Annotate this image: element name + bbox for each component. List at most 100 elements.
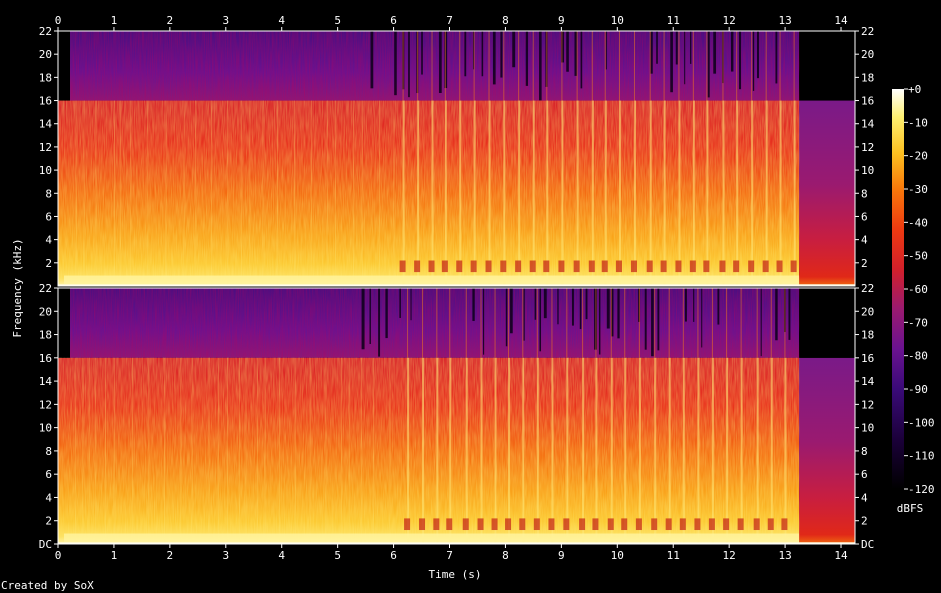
colorbar-tick-label: -60 <box>908 283 928 296</box>
time-tick-label-bottom: 10 <box>611 549 624 562</box>
time-tick-label-top: 7 <box>446 14 453 27</box>
dc-band <box>58 542 855 544</box>
y-axis-label: Frequency (kHz) <box>11 238 24 337</box>
freq-tick-label-left: 20 <box>39 305 52 318</box>
colorbar-tick-label: -50 <box>908 250 928 263</box>
freq-tick-label-right: 8 <box>861 187 868 200</box>
time-tick-label-top: 9 <box>558 14 565 27</box>
x-axis-label: Time (s) <box>429 568 482 581</box>
lead-in-silence <box>58 288 70 358</box>
time-tick-label-top: 2 <box>167 14 174 27</box>
time-tick-label-bottom: 2 <box>167 549 174 562</box>
freq-tick-label-right: 10 <box>861 164 874 177</box>
colorbar <box>892 89 904 489</box>
freq-tick-label-left: 18 <box>39 329 52 342</box>
colorbar-ticks: +0 -10 -20 -30 -40 -50 -60 -70 -80 -90 -100 -110 -12… <box>904 83 935 496</box>
time-tick-label-top: 0 <box>55 14 62 27</box>
bass-band <box>64 533 800 543</box>
freq-tick-label-right: 6 <box>861 468 868 481</box>
freq-tick-label-left: 2 <box>45 515 52 528</box>
dc-band <box>58 284 855 286</box>
freq-tick-label-right: 16 <box>861 352 874 365</box>
colorbar-tick-label: -20 <box>908 150 928 163</box>
freq-tick-label-left: 12 <box>39 141 52 154</box>
sox-credit: Created by SoX <box>1 579 94 592</box>
freq-tick-label-left: 12 <box>39 398 52 411</box>
freq-tick-label-right: 22 <box>861 282 874 295</box>
freq-tick-label-left: 10 <box>39 164 52 177</box>
time-tick-label-top: 11 <box>667 14 680 27</box>
high-band-texture <box>70 31 800 101</box>
time-axis-bottom: 0 1 2 3 4 5 6 7 8 9 10 11 12 13 14 <box>55 544 848 562</box>
freq-tick-label-left: 20 <box>39 48 52 61</box>
time-tick-label-bottom: 6 <box>390 549 397 562</box>
freq-tick-label-right: 4 <box>861 491 868 504</box>
time-tick-label-bottom: 4 <box>278 549 285 562</box>
frequency-axis-right: 2 4 6 8 10 12 14 16 18 20 22 DC 2 4 6 8 10 12 14 16 18 20 22 <box>855 25 875 551</box>
colorbar-tick-label: -90 <box>908 383 928 396</box>
spectrum-texture <box>58 100 800 286</box>
time-tick-label-top: 1 <box>111 14 118 27</box>
freq-tick-label-left: 4 <box>45 234 52 247</box>
freq-tick-label-left: 10 <box>39 422 52 435</box>
freq-tick-label-right: 20 <box>861 305 874 318</box>
time-tick-label-top: 3 <box>222 14 229 27</box>
time-tick-label-bottom: 9 <box>558 549 565 562</box>
freq-tick-label-right: 8 <box>861 445 868 458</box>
high-band-gaps <box>361 288 791 357</box>
freq-tick-label-right: 12 <box>861 398 874 411</box>
time-tick-label-bottom: 5 <box>334 549 341 562</box>
freq-tick-label-left: 14 <box>39 375 53 388</box>
time-tick-label-top: 14 <box>834 14 848 27</box>
colorbar-tick-label: -110 <box>908 450 935 463</box>
time-tick-label-top: 10 <box>611 14 624 27</box>
colorbar-tick-label: -70 <box>908 316 928 329</box>
colorbar-tick-label: -120 <box>908 483 935 496</box>
freq-tick-label-right: 2 <box>861 257 868 270</box>
colorbar-tick-label: -30 <box>908 183 928 196</box>
freq-tick-label-right: 22 <box>861 25 874 38</box>
freq-tick-label-left: 6 <box>45 468 52 481</box>
time-axis-top: 0 1 2 3 4 5 6 7 8 9 10 11 12 13 14 <box>55 14 848 31</box>
time-tick-label-top: 12 <box>723 14 736 27</box>
freq-tick-label-right: 12 <box>861 141 874 154</box>
lead-in-silence <box>58 31 70 101</box>
freq-tick-label-left: 2 <box>45 257 52 270</box>
colorbar-tick-label: -10 <box>908 116 928 129</box>
freq-tick-label-right: DC <box>861 538 874 551</box>
time-tick-label-bottom: 0 <box>55 549 62 562</box>
freq-tick-label-right: 20 <box>861 48 874 61</box>
freq-tick-label-left: 8 <box>45 445 52 458</box>
freq-tick-label-right: 18 <box>861 329 874 342</box>
time-tick-label-bottom: 14 <box>834 549 848 562</box>
plot-frame <box>57 287 856 545</box>
freq-tick-label-left: 22 <box>39 282 52 295</box>
time-tick-label-bottom: 3 <box>222 549 229 562</box>
time-tick-label-top: 4 <box>278 14 285 27</box>
time-tick-label-bottom: 11 <box>667 549 680 562</box>
spectrogram-channel-1 <box>57 30 856 287</box>
freq-tick-label-right: 14 <box>861 375 875 388</box>
freq-tick-label-left: 18 <box>39 71 52 84</box>
colorbar-label: dBFS <box>897 502 924 515</box>
freq-tick-label-left: DC <box>39 538 52 551</box>
frequency-axis-left: 2 4 6 8 10 12 14 16 18 20 22 DC 2 4 6 8 10 12 14 16 18 20 22 <box>39 25 58 551</box>
colorbar-tick-label: -100 <box>908 416 935 429</box>
time-tick-label-bottom: 8 <box>502 549 509 562</box>
freq-tick-label-left: 16 <box>39 95 52 108</box>
tail-silence <box>799 31 855 101</box>
time-tick-label-top: 5 <box>334 14 341 27</box>
freq-tick-label-left: 14 <box>39 118 53 131</box>
freq-tick-label-right: 2 <box>861 515 868 528</box>
time-tick-label-top: 6 <box>390 14 397 27</box>
decay-tail <box>799 100 855 286</box>
transients <box>74 288 788 544</box>
bass-band <box>64 275 800 285</box>
plot-frame <box>57 30 856 287</box>
freq-tick-label-right: 16 <box>861 95 874 108</box>
time-tick-label-top: 8 <box>502 14 509 27</box>
freq-tick-label-right: 6 <box>861 210 868 223</box>
high-band-gaps <box>370 31 778 101</box>
colorbar-tick-label: -40 <box>908 216 928 229</box>
freq-tick-label-left: 6 <box>45 210 52 223</box>
